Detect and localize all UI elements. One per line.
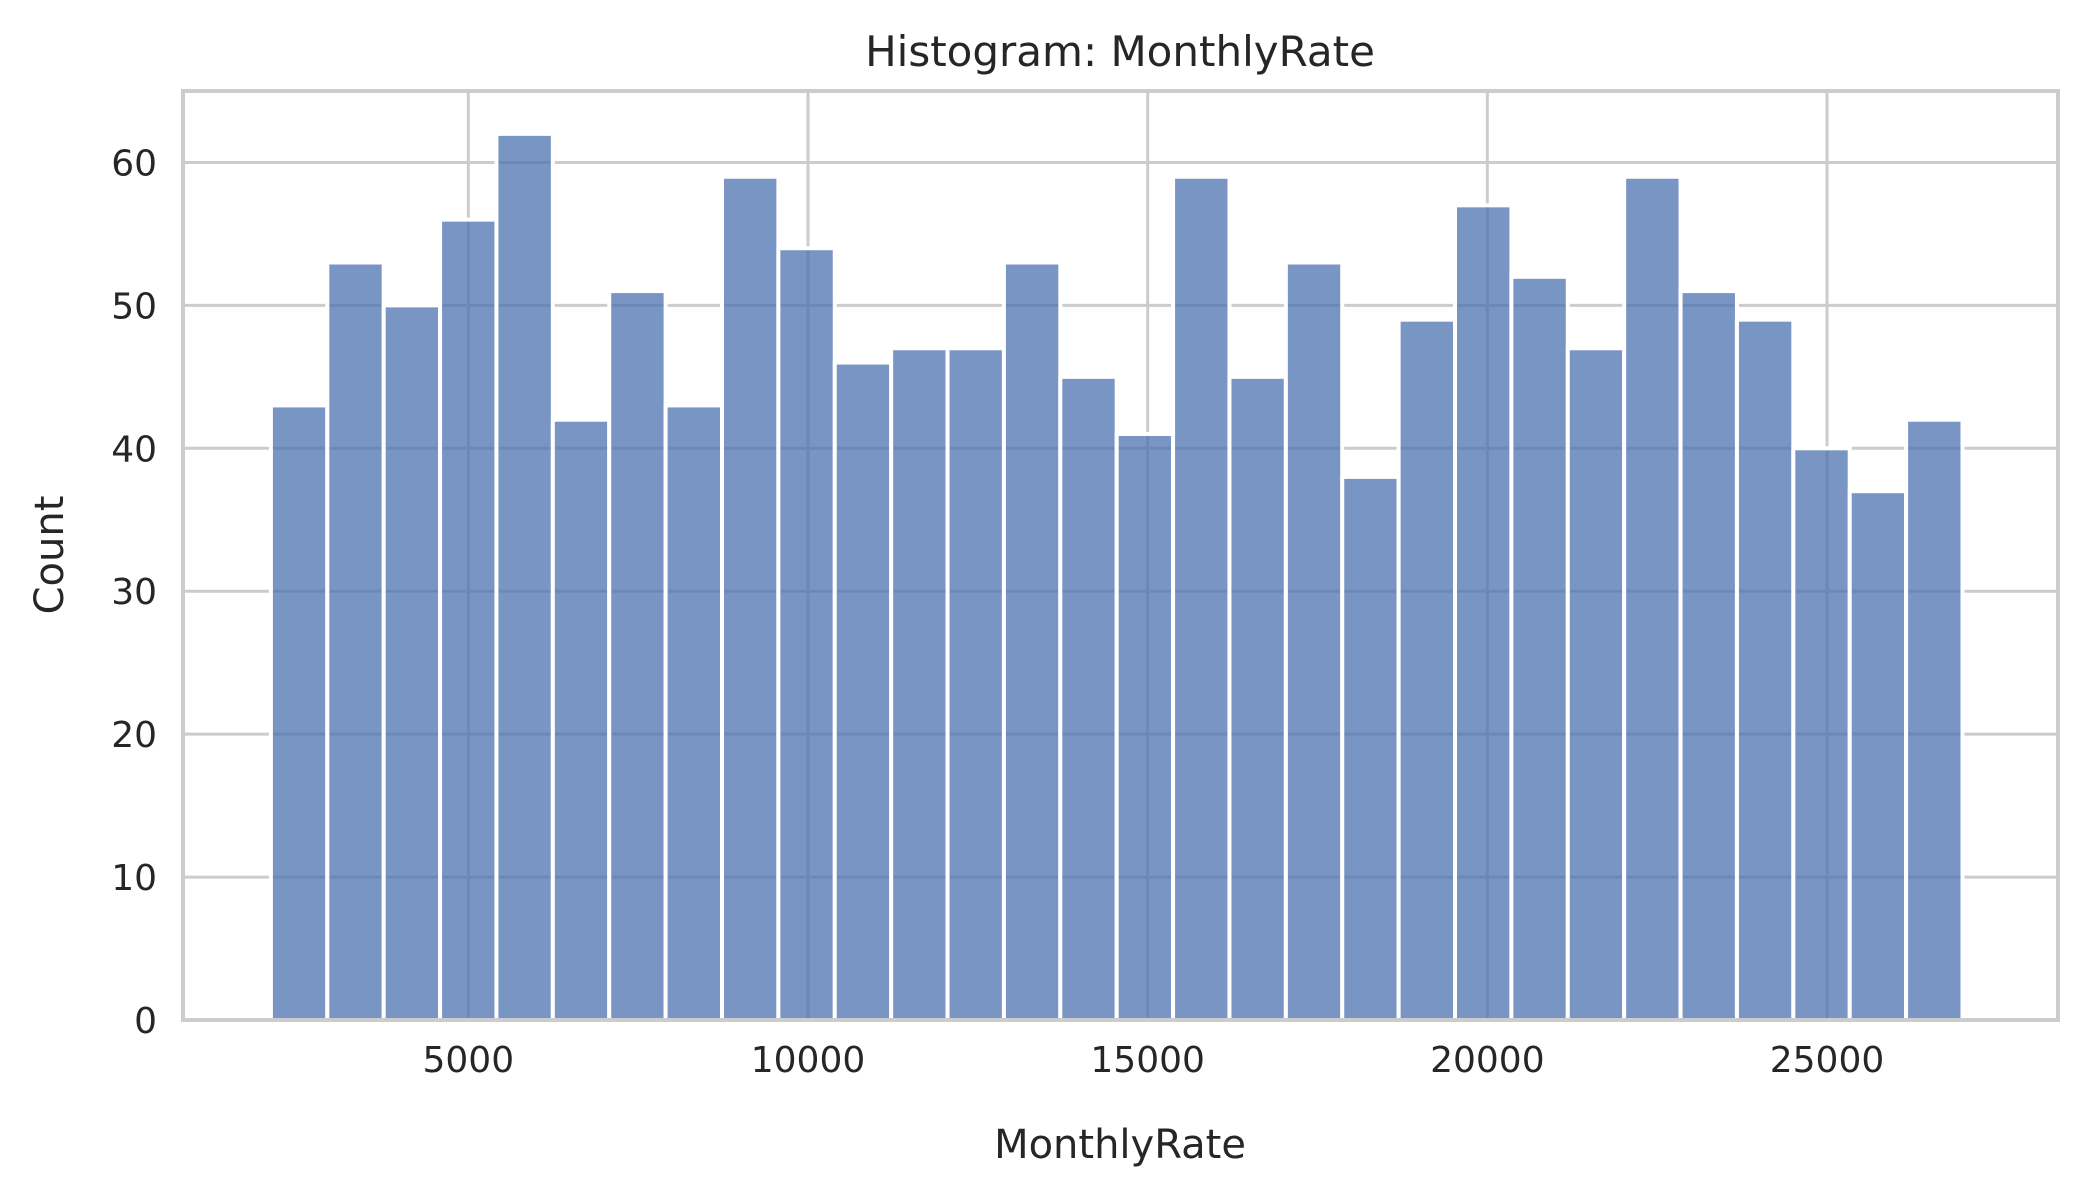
x-tick-label: 15000 [1090,1040,1205,1081]
histogram-bar [1340,474,1401,1022]
y-tick-label: 60 [111,143,157,184]
histogram-bar [719,174,781,1022]
histogram-bar [1904,417,1965,1022]
histogram-bars [268,131,1965,1023]
histogram-bar [1227,374,1288,1023]
y-tick-label: 20 [111,715,157,756]
y-tick-label: 10 [111,858,157,899]
histogram-bar [607,289,668,1023]
y-axis-label: Count [27,496,73,615]
y-tick-labels: 0 10 20 30 40 50 60 [111,143,157,1042]
histogram-bar [1847,489,1909,1022]
histogram-bar [381,303,443,1022]
histogram-bar [438,217,499,1022]
histogram-bar [1283,260,1345,1022]
histogram-bar [1678,289,1739,1023]
histogram-bar [663,403,724,1022]
histogram-bar [1622,174,1683,1022]
histogram-bar [945,346,1006,1022]
x-tick-label: 5000 [423,1040,515,1081]
histogram-bar [550,417,612,1022]
histogram-bar [1734,317,1796,1022]
histogram-bar [1396,317,1458,1022]
histogram-bar [776,246,837,1022]
histogram-bar [1058,374,1119,1023]
histogram-bar [1791,446,1852,1022]
histogram-bar [889,346,950,1022]
histogram-bar [1171,174,1232,1022]
x-tick-labels: 5000 10000 15000 20000 25000 [423,1040,1885,1081]
y-tick-label: 50 [111,286,157,327]
histogram-bar [1509,274,1570,1022]
histogram-bar [325,260,386,1022]
histogram-bar [494,131,555,1022]
histogram-bar [1001,260,1063,1022]
y-tick-label: 40 [111,429,157,470]
x-tick-label: 10000 [751,1040,866,1081]
x-tick-label: 25000 [1770,1040,1885,1081]
x-tick-label: 20000 [1430,1040,1545,1081]
y-tick-label: 30 [111,572,157,613]
y-tick-label: 0 [134,1001,157,1042]
histogram-bar [1114,432,1176,1022]
x-axis-label: MonthlyRate [994,1122,1246,1168]
plot-frame [181,89,2060,1022]
histogram-bar [1453,203,1514,1023]
histogram-bar [832,360,894,1022]
histogram-bar [268,403,330,1022]
chart-title: Histogram: MonthlyRate [865,27,1375,76]
histogram-bar [1565,346,1627,1022]
